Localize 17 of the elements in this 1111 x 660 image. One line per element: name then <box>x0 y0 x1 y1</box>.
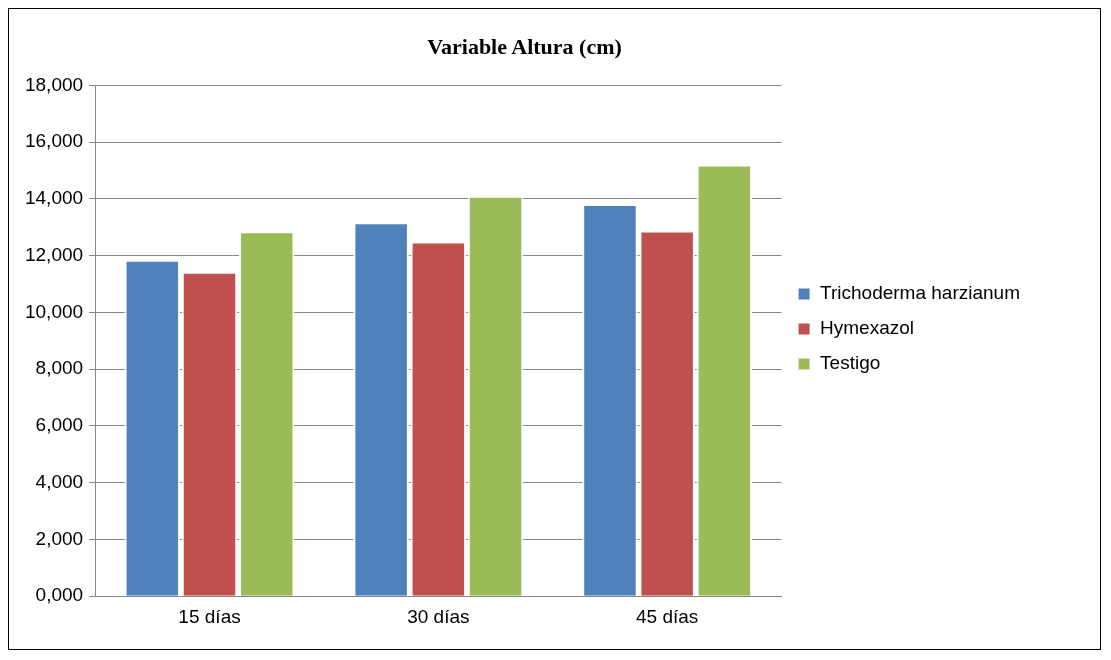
y-tick-label: 10,000 <box>24 300 84 322</box>
y-tick-label: 18,000 <box>24 73 84 95</box>
legend-label: Testigo <box>820 352 881 374</box>
y-tick-label: 14,000 <box>24 187 84 209</box>
chart-title: Variable Altura (cm) <box>427 33 622 59</box>
y-tick-label: 8,000 <box>35 357 84 379</box>
legend-label: Hymexazol <box>820 317 915 339</box>
x-tick-label: 30 días <box>407 605 470 627</box>
y-tick-label: 12,000 <box>24 243 84 265</box>
y-tick-label: 2,000 <box>35 527 84 549</box>
x-tick-label: 45 días <box>636 605 699 627</box>
y-tick-label: 4,000 <box>35 470 84 492</box>
y-tick-label: 6,000 <box>35 414 84 436</box>
legend-label: Trichoderma harzianum <box>820 282 1021 304</box>
y-tick-label: 0,000 <box>35 584 84 606</box>
x-tick-label: 15 días <box>178 605 241 627</box>
y-tick-label: 16,000 <box>24 130 84 152</box>
